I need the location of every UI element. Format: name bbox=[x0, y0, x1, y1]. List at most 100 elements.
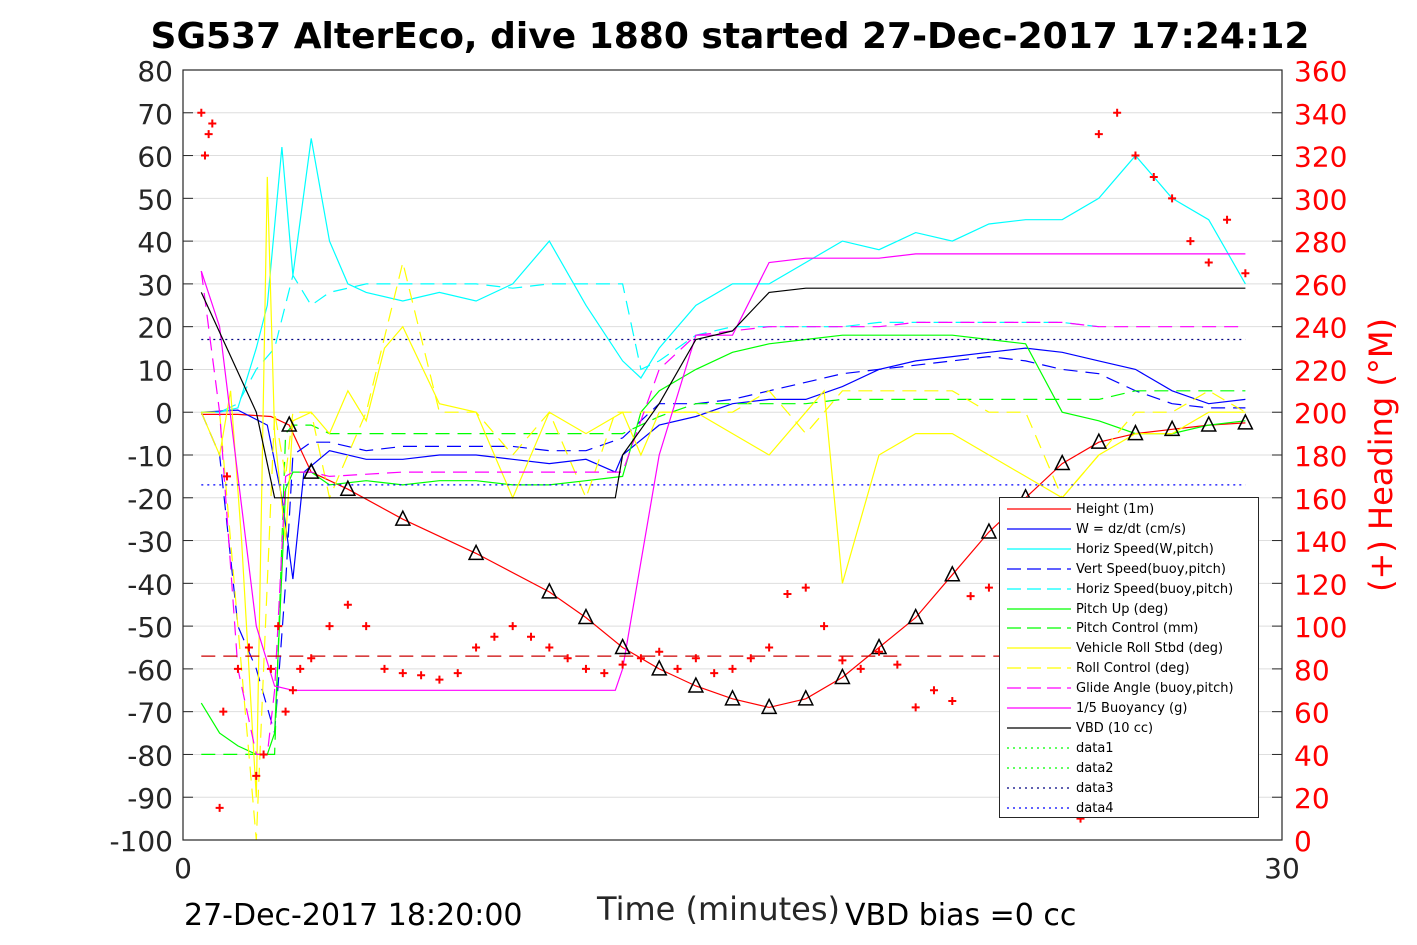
heading-point bbox=[204, 130, 213, 139]
x-axis: 0 30 bbox=[174, 830, 1300, 885]
x-tick-label: 30 bbox=[1264, 852, 1300, 885]
legend-item: Horiz Speed(W,pitch) bbox=[1000, 540, 1258, 560]
left-tick-label: -80 bbox=[127, 739, 173, 772]
left-tick-label: 30 bbox=[137, 269, 173, 302]
heading-point bbox=[856, 664, 865, 673]
height-marker bbox=[394, 509, 412, 526]
heading-point bbox=[281, 707, 290, 716]
left-tick-label: 60 bbox=[137, 141, 173, 174]
height-marker bbox=[281, 415, 298, 432]
right-tick-label: 260 bbox=[1294, 269, 1347, 302]
legend-item: Roll Control (deg) bbox=[1000, 659, 1258, 679]
right-tick-label: 80 bbox=[1294, 654, 1330, 687]
heading-markers bbox=[197, 108, 1250, 823]
series-layer bbox=[200, 138, 1254, 841]
heading-point bbox=[200, 151, 209, 160]
series-roll-line bbox=[200, 176, 1246, 798]
heading-point bbox=[343, 600, 352, 609]
heading-point bbox=[875, 647, 884, 656]
right-tick-label: 240 bbox=[1294, 312, 1347, 345]
height-marker bbox=[1237, 413, 1254, 430]
left-tick-label: -40 bbox=[127, 568, 173, 601]
heading-point bbox=[600, 669, 609, 678]
left-tick-label: -60 bbox=[127, 654, 173, 687]
series-roll_ctrl-line bbox=[201, 262, 1246, 841]
right-tick-label: 120 bbox=[1294, 568, 1347, 601]
heading-point bbox=[820, 622, 829, 631]
heading-point bbox=[252, 771, 261, 780]
legend-item: Vert Speed(buoy,pitch) bbox=[1000, 560, 1258, 580]
height-marker bbox=[614, 637, 631, 655]
right-tick-label: 0 bbox=[1294, 825, 1312, 858]
right-axis-label: (+) Heading (°M) bbox=[1362, 318, 1400, 592]
heading-point bbox=[801, 583, 810, 592]
footer-timestamp: 27-Dec-2017 18:20:00 bbox=[184, 898, 523, 933]
heading-point bbox=[362, 622, 371, 631]
height-marker bbox=[724, 689, 741, 706]
legend-swatch bbox=[1007, 727, 1071, 729]
heading-point bbox=[984, 583, 993, 592]
heading-point bbox=[1149, 172, 1158, 181]
legend-label: data3 bbox=[1076, 780, 1114, 796]
legend-label: Glide Angle (buoy,pitch) bbox=[1076, 681, 1234, 697]
height-marker bbox=[467, 543, 485, 561]
legend-label: Horiz Speed(buoy,pitch) bbox=[1076, 581, 1234, 597]
series-buoy-line bbox=[200, 253, 1246, 691]
legend-swatch bbox=[1007, 707, 1071, 709]
right-tick-label: 60 bbox=[1294, 697, 1330, 730]
heading-point bbox=[838, 656, 847, 665]
heading-point bbox=[929, 686, 938, 695]
heading-point bbox=[545, 643, 554, 652]
left-tick-label: 10 bbox=[137, 354, 173, 387]
heading-point bbox=[618, 660, 627, 669]
heading-point bbox=[1131, 151, 1140, 160]
heading-point bbox=[1168, 194, 1177, 203]
legend-label: VBD (10 cc) bbox=[1076, 720, 1154, 736]
legend-swatch bbox=[1007, 806, 1071, 809]
legend-swatch bbox=[1007, 747, 1071, 749]
heading-point bbox=[783, 590, 792, 599]
heading-point bbox=[710, 669, 719, 678]
height-marker bbox=[303, 462, 320, 479]
heading-point bbox=[222, 472, 231, 481]
heading-point bbox=[215, 803, 224, 812]
heading-point bbox=[563, 654, 572, 663]
heading-point bbox=[417, 671, 426, 680]
heading-point bbox=[948, 696, 957, 705]
left-tick-label: 50 bbox=[137, 183, 173, 216]
height-marker bbox=[980, 522, 998, 539]
legend: Height (1m) W = dz/dt (cm/s) Horiz Speed(W… bbox=[999, 497, 1259, 818]
heading-point bbox=[244, 643, 253, 652]
left-tick-label: -50 bbox=[127, 611, 173, 644]
heading-point bbox=[307, 654, 316, 663]
height-marker bbox=[760, 697, 778, 715]
legend-swatch bbox=[1007, 508, 1071, 510]
x-axis-label: Time (minutes) bbox=[597, 890, 840, 928]
legend-item: Pitch Up (deg) bbox=[1000, 600, 1258, 620]
legend-swatch bbox=[1007, 528, 1071, 530]
left-tick-label: -30 bbox=[127, 526, 173, 559]
left-tick-label: 70 bbox=[137, 98, 173, 131]
legend-item: Vehicle Roll Stbd (deg) bbox=[1000, 639, 1258, 659]
heading-point bbox=[966, 592, 975, 601]
legend-swatch bbox=[1007, 568, 1071, 570]
left-tick-label: 80 bbox=[137, 55, 173, 88]
x-tick-label: 0 bbox=[174, 852, 192, 885]
height-marker bbox=[651, 659, 668, 676]
left-tick-label: 0 bbox=[155, 397, 173, 430]
right-tick-label: 20 bbox=[1294, 782, 1330, 815]
right-tick-label: 160 bbox=[1294, 483, 1347, 516]
heading-point bbox=[673, 664, 682, 673]
heading-point bbox=[1223, 215, 1232, 224]
heading-point bbox=[508, 622, 517, 631]
heading-point bbox=[219, 707, 228, 716]
heading-point bbox=[490, 632, 499, 641]
heading-point bbox=[380, 664, 389, 673]
height-marker bbox=[1200, 415, 1217, 432]
legend-swatch bbox=[1007, 607, 1071, 610]
heading-point bbox=[259, 750, 268, 759]
heading-point bbox=[435, 675, 444, 684]
series-horiz_buoy-line bbox=[201, 273, 1099, 413]
heading-point bbox=[728, 664, 737, 673]
